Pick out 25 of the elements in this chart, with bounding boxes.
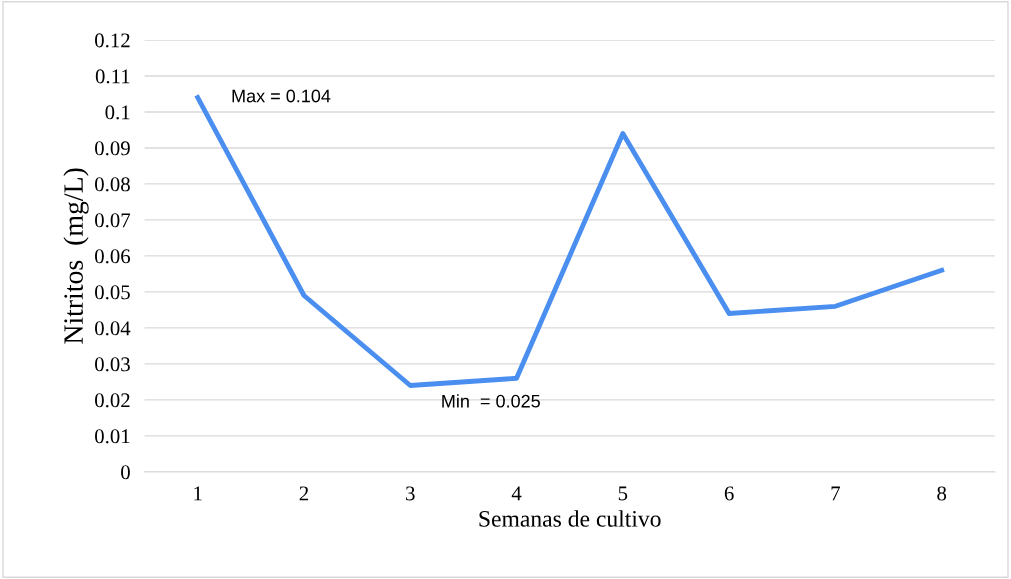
x-tick-label: 7 <box>831 486 841 501</box>
y-axis-title: Nitritos (mg/L) <box>63 168 89 344</box>
y-tick-label: 0 <box>121 465 130 480</box>
y-tick-label: 0.08 <box>95 177 130 192</box>
y-tick-label: 0.1 <box>105 105 130 120</box>
x-axis-title: Semanas de cultivo <box>479 510 661 527</box>
y-tick-label: 0.07 <box>95 213 131 228</box>
x-tick-label: 2 <box>299 486 309 501</box>
y-tick-label: 0.09 <box>95 141 130 156</box>
annotation: Min = 0.025 <box>442 394 540 408</box>
x-tick-label: 4 <box>511 486 522 501</box>
y-tick-label: 0.02 <box>95 393 130 408</box>
x-tick-label: 8 <box>937 486 947 501</box>
y-tick-label: 0.04 <box>95 321 131 336</box>
x-tick-label: 3 <box>406 486 415 501</box>
y-tick-label: 0.06 <box>95 249 131 264</box>
y-tick-label: 0.05 <box>95 285 130 300</box>
y-tick-label: 0.03 <box>95 357 130 372</box>
annotation: Max = 0.104 <box>232 89 331 103</box>
x-tick-label: 1 <box>194 486 202 501</box>
y-tick-label: 0.01 <box>95 429 130 444</box>
y-tick-label: 0.12 <box>95 33 130 48</box>
x-tick-label: 6 <box>724 486 734 501</box>
x-tick-label: 5 <box>618 486 628 501</box>
y-tick-label: 0.11 <box>95 69 130 84</box>
